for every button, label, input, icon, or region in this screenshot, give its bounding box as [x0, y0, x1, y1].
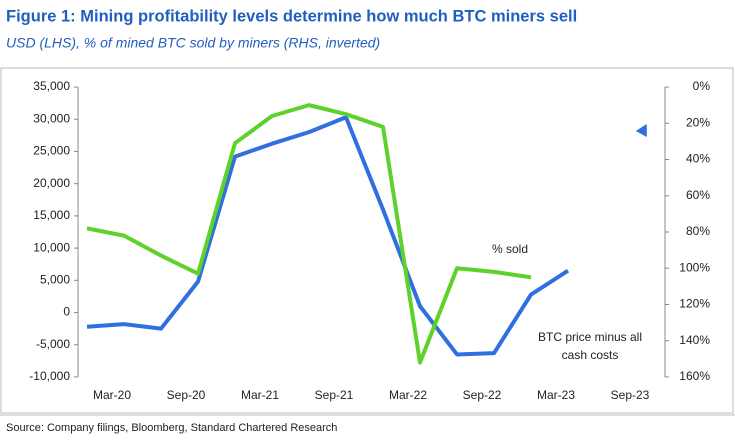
y-tick-label: 35,000 — [33, 79, 70, 93]
y-tick-label: -10,000 — [29, 369, 70, 383]
x-tick-label: Sep-20 — [167, 388, 206, 402]
y2-tick-label: 100% — [679, 260, 710, 274]
chart-subtitle: USD (LHS), % of mined BTC sold by miners… — [6, 35, 380, 51]
y-tick-label: 20,000 — [33, 176, 70, 190]
annotation: cash costs — [562, 348, 619, 362]
y2-tick-label: 140% — [679, 333, 710, 347]
x-tick-label: Mar-20 — [93, 388, 131, 402]
y2-tick-label: 160% — [679, 369, 710, 383]
y-tick-label: 0 — [63, 305, 70, 319]
annotation: % sold — [492, 242, 528, 256]
y2-tick-label: 120% — [679, 297, 710, 311]
x-tick-label: Mar-23 — [537, 388, 575, 402]
y-tick-label: 15,000 — [33, 208, 70, 222]
x-tick-label: Sep-22 — [463, 388, 502, 402]
y-tick-label: 30,000 — [33, 111, 70, 125]
x-tick-label: Mar-22 — [389, 388, 427, 402]
series-line — [86, 103, 532, 365]
annotation: BTC price minus all — [538, 330, 642, 344]
y-tick-label: 10,000 — [33, 240, 70, 254]
projection-arrowhead — [635, 123, 647, 137]
series-line — [86, 115, 570, 357]
y-tick-label: 5,000 — [40, 273, 70, 287]
source: Source: Company filings, Bloomberg, Stan… — [6, 422, 337, 434]
y2-tick-label: 60% — [686, 188, 710, 202]
x-tick-label: Mar-21 — [241, 388, 279, 402]
y2-tick-label: 80% — [686, 224, 710, 238]
y2-tick-label: 40% — [686, 152, 710, 166]
chart-frame — [0, 67, 734, 414]
y2-tick-label: 20% — [686, 115, 710, 129]
x-tick-label: Sep-23 — [611, 388, 650, 402]
chart-title: Figure 1: Mining profitability levels de… — [6, 7, 577, 25]
y2-tick-label: 0% — [693, 79, 711, 93]
y-tick-label: 25,000 — [33, 144, 70, 158]
y-tick-label: -5,000 — [36, 337, 70, 351]
x-tick-label: Sep-21 — [315, 388, 354, 402]
